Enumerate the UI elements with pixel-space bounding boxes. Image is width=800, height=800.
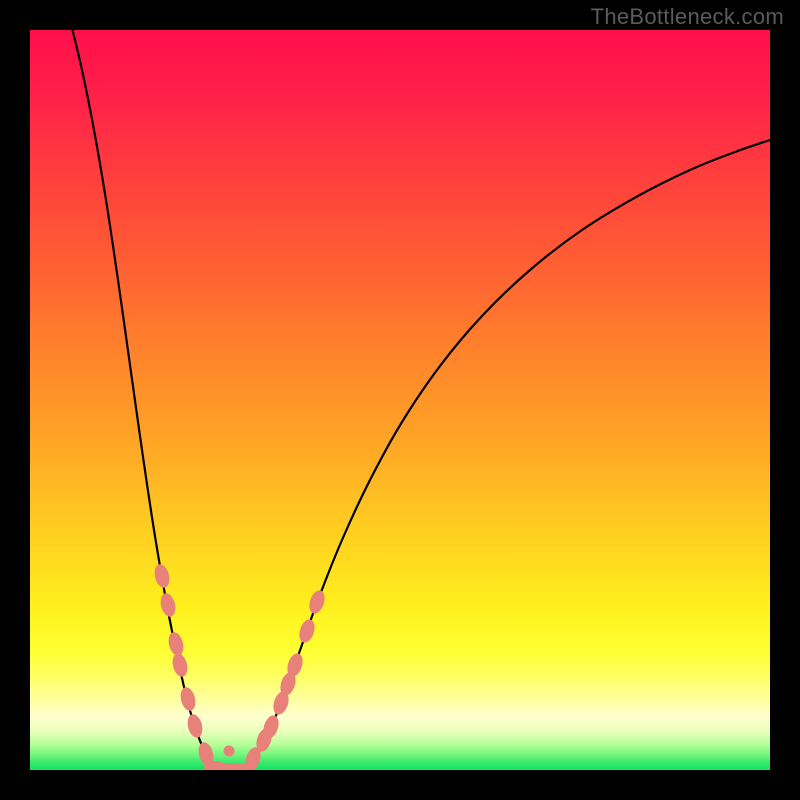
watermark-text: TheBottleneck.com: [591, 4, 784, 30]
curve-left-branch: [70, 30, 220, 768]
plot-area: [30, 30, 770, 770]
curve-right-branch: [245, 140, 770, 768]
bottleneck-curve: [30, 30, 770, 770]
curve-markers: [152, 563, 327, 770]
